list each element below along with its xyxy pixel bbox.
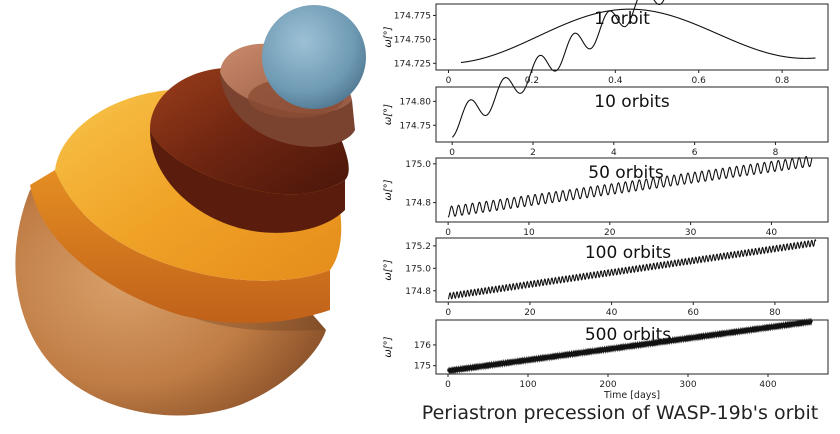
precession-plots: 0 0.2 0.4 0.6 0.8174.725174.750174.775ω[°]1 … (383, 0, 829, 401)
x-tick-label: 80 (769, 308, 781, 318)
plot-frame (435, 319, 829, 375)
y-tick-label: 174.725 (394, 59, 431, 69)
x-tick-label: 0 (445, 308, 451, 318)
x-tick-label: 10 (523, 228, 535, 238)
x-tick-label: 300 (679, 380, 696, 390)
plot-frame (435, 237, 829, 303)
series-line (451, 0, 665, 138)
x-axis-label: Time [days] (603, 390, 660, 401)
outer-core-side (150, 130, 345, 233)
plot-frame (435, 157, 829, 223)
x-tick-label: 40 (606, 308, 618, 318)
y-tick-label: 175.0 (405, 264, 431, 274)
plot-frame (435, 86, 829, 143)
y-tick-label: 174.8 (405, 287, 431, 297)
y-tick-label: 174.775 (394, 11, 431, 21)
x-tick-label: 0.4 (608, 76, 623, 86)
y-axis-label: ω[°] (383, 26, 394, 47)
x-tick-label: 100 (519, 380, 536, 390)
y-axis-label: ω[°] (383, 104, 394, 125)
series-line (447, 317, 813, 375)
y-tick-label: 175.2 (405, 242, 431, 252)
y-axis-label: ω[°] (383, 179, 394, 200)
mantle-side (30, 170, 330, 324)
central-core-sphere (262, 5, 366, 109)
x-tick-label: 0 (445, 228, 451, 238)
panel-3: 0 10 20 30 40 174.8 175.0 ω[°] 50 orbits (383, 155, 829, 238)
series-line (447, 155, 813, 218)
panel-title: 1 orbit (594, 9, 650, 29)
x-tick-label: 0 (445, 380, 451, 390)
inner-core-side (220, 72, 355, 147)
x-tick-label: 20 (604, 228, 616, 238)
panel-5: 0 100 200 300 400 175 176 ω[°] 500 orbits Time [d… (383, 317, 829, 401)
x-tick-label: 0 (446, 76, 452, 86)
x-tick-label: 8 (773, 148, 779, 158)
y-tick-label: 174.8 (405, 199, 431, 209)
panel-title: 10 orbits (594, 92, 670, 112)
y-tick-label: 174.75 (400, 121, 432, 131)
panel-title: 500 orbits (585, 325, 671, 345)
x-tick-label: 4 (611, 148, 617, 158)
y-tick-label: 175 (414, 362, 431, 372)
x-tick-label: 60 (688, 308, 700, 318)
panel-title: 50 orbits (588, 163, 664, 183)
series-line (460, 8, 816, 64)
x-tick-label: 20 (524, 308, 536, 318)
y-tick-label: 176 (414, 341, 431, 351)
y-axis-label: ω[°] (383, 336, 394, 357)
plot-frame (435, 3, 829, 71)
series-line (447, 238, 817, 300)
panel-4: 0 20 40 60 80 174.8 175.0 175.2 ω[°] 100 orbits (383, 237, 829, 318)
x-tick-label: 2 (530, 148, 536, 158)
planet-interior-illustration (15, 5, 366, 416)
x-tick-label: 200 (599, 380, 616, 390)
panel-title: 100 orbits (585, 243, 671, 263)
y-axis-label: ω[°] (383, 259, 394, 280)
x-tick-label: 0 (449, 148, 455, 158)
y-tick-label: 175.0 (405, 160, 431, 170)
x-tick-label: 400 (759, 380, 776, 390)
x-tick-label: 0.8 (775, 76, 790, 86)
y-tick-label: 174.750 (394, 35, 431, 45)
x-tick-label: 40 (766, 228, 778, 238)
x-tick-label: 6 (692, 148, 698, 158)
x-tick-label: 30 (685, 228, 697, 238)
figure-caption: Periastron precession of WASP-19b's orbi… (421, 402, 819, 424)
y-tick-label: 174.80 (400, 97, 432, 107)
panel-2: 0 2 4 6 8 174.75 174.80 ω[°] 10 orbits (383, 0, 829, 158)
x-tick-label: 0.2 (525, 76, 539, 86)
x-tick-label: 0.6 (692, 76, 707, 86)
